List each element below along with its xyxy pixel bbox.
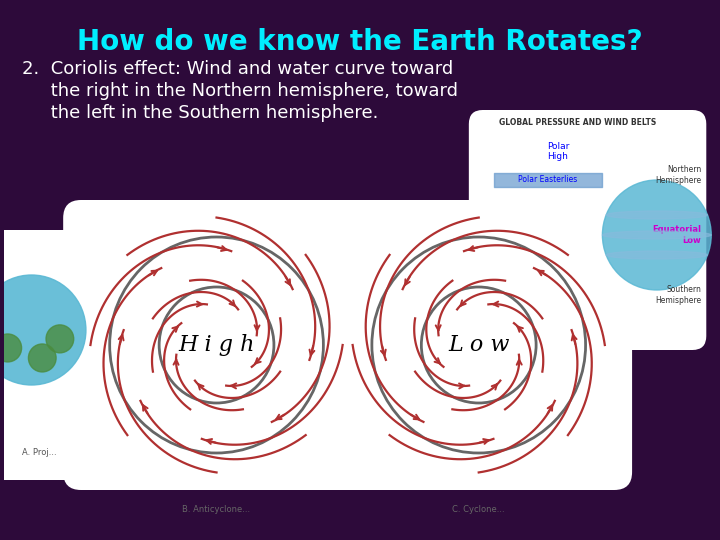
Text: H i g h: H i g h <box>179 334 255 356</box>
Ellipse shape <box>603 231 711 239</box>
FancyBboxPatch shape <box>0 230 96 480</box>
FancyBboxPatch shape <box>325 200 632 490</box>
Text: C. Cyclone...: C. Cyclone... <box>452 505 505 514</box>
Ellipse shape <box>606 211 708 219</box>
Text: Northern
Hemisphere: Northern Hemisphere <box>655 165 701 185</box>
Text: Southern
Hemisphere: Southern Hemisphere <box>655 285 701 305</box>
Circle shape <box>46 325 73 353</box>
Text: Polar
High: Polar High <box>546 142 569 161</box>
Circle shape <box>28 344 56 372</box>
Text: Polar Easterlies: Polar Easterlies <box>518 174 577 184</box>
FancyBboxPatch shape <box>63 200 370 490</box>
Circle shape <box>0 275 86 385</box>
Text: B. Anticyclone...: B. Anticyclone... <box>182 505 251 514</box>
Text: the left in the Southern hemisphere.: the left in the Southern hemisphere. <box>22 104 378 122</box>
Text: the right in the Northern hemisphere, toward: the right in the Northern hemisphere, to… <box>22 82 458 100</box>
Ellipse shape <box>606 251 708 259</box>
Text: How do we know the Earth Rotates?: How do we know the Earth Rotates? <box>77 28 643 56</box>
FancyBboxPatch shape <box>469 110 706 350</box>
Text: L o w: L o w <box>448 334 510 356</box>
Text: Equatorial
Low: Equatorial Low <box>652 225 701 245</box>
Text: A. Proj...: A. Proj... <box>22 448 56 457</box>
Text: GLOBAL PRESSURE AND WIND BELTS: GLOBAL PRESSURE AND WIND BELTS <box>499 118 657 127</box>
Text: 2.  Coriolis effect: Wind and water curve toward: 2. Coriolis effect: Wind and water curve… <box>22 60 453 78</box>
Circle shape <box>0 334 22 362</box>
Circle shape <box>603 180 711 290</box>
